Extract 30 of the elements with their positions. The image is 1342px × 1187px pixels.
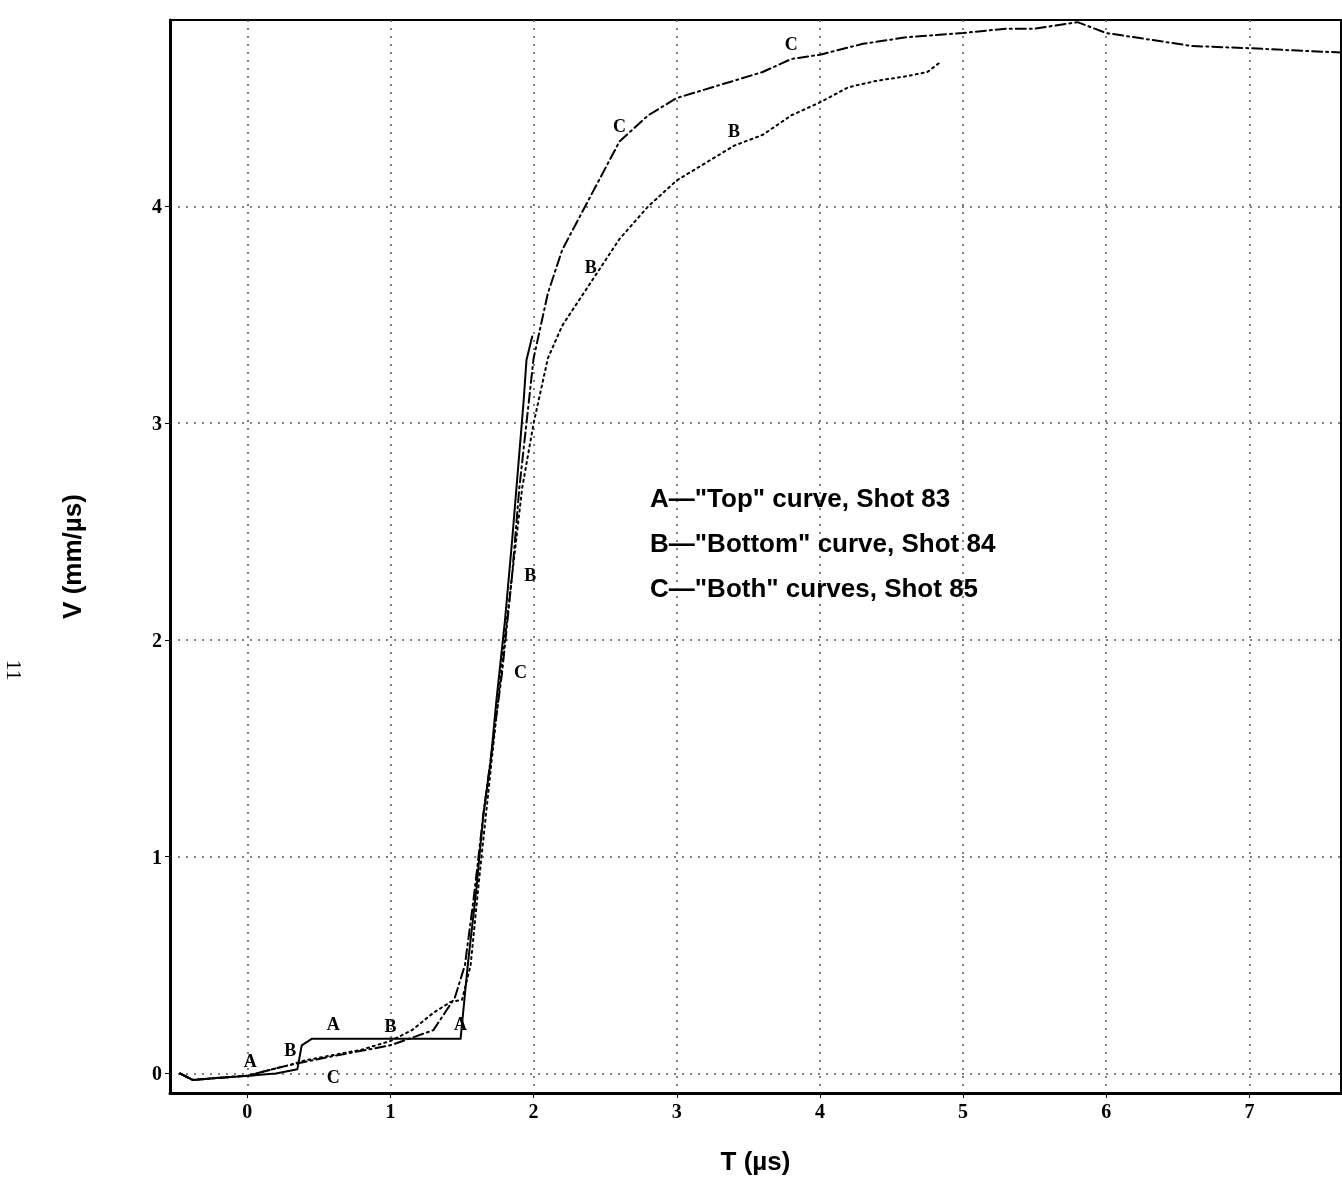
x-tick-label: 2 [528, 1100, 539, 1122]
text: B [728, 120, 741, 141]
text: C [784, 34, 798, 55]
y-tick-label: 0 [152, 1062, 162, 1085]
text: A [243, 1050, 257, 1071]
x-tick-label: 1 [385, 1100, 396, 1122]
x-axis-title: T (µs) [720, 1146, 791, 1176]
y-axis-title: V (mm/µs) [57, 494, 87, 619]
series-label: C [613, 116, 626, 137]
text: B [584, 257, 597, 278]
y-tick-label: 2 [152, 628, 162, 651]
text: 11 [1, 659, 27, 681]
text: C [514, 662, 528, 683]
annotation: B—"Bottom" curve, Shot 84 [650, 528, 996, 558]
x-tick-label: 3 [671, 1100, 682, 1122]
annotation: A—"Top" curve, Shot 83 [650, 483, 951, 513]
x-tick-label: 7 [1244, 1100, 1255, 1122]
y-tick-label: 3 [152, 412, 162, 435]
x-tick-label: 6 [1101, 1100, 1112, 1122]
text: B [284, 1039, 297, 1060]
x-tick-label: 0 [242, 1100, 253, 1122]
x-tick-label: 5 [958, 1100, 969, 1122]
x-tick-label: 4 [814, 1100, 825, 1122]
y-tick-label: 1 [152, 845, 162, 868]
text: A [326, 1013, 340, 1034]
annotation: C—"Both" curves, Shot 85 [650, 573, 979, 603]
series-label: B [384, 1015, 397, 1036]
text: C [326, 1067, 340, 1088]
y-tick-label: 4 [152, 195, 162, 218]
text: B [524, 564, 537, 585]
